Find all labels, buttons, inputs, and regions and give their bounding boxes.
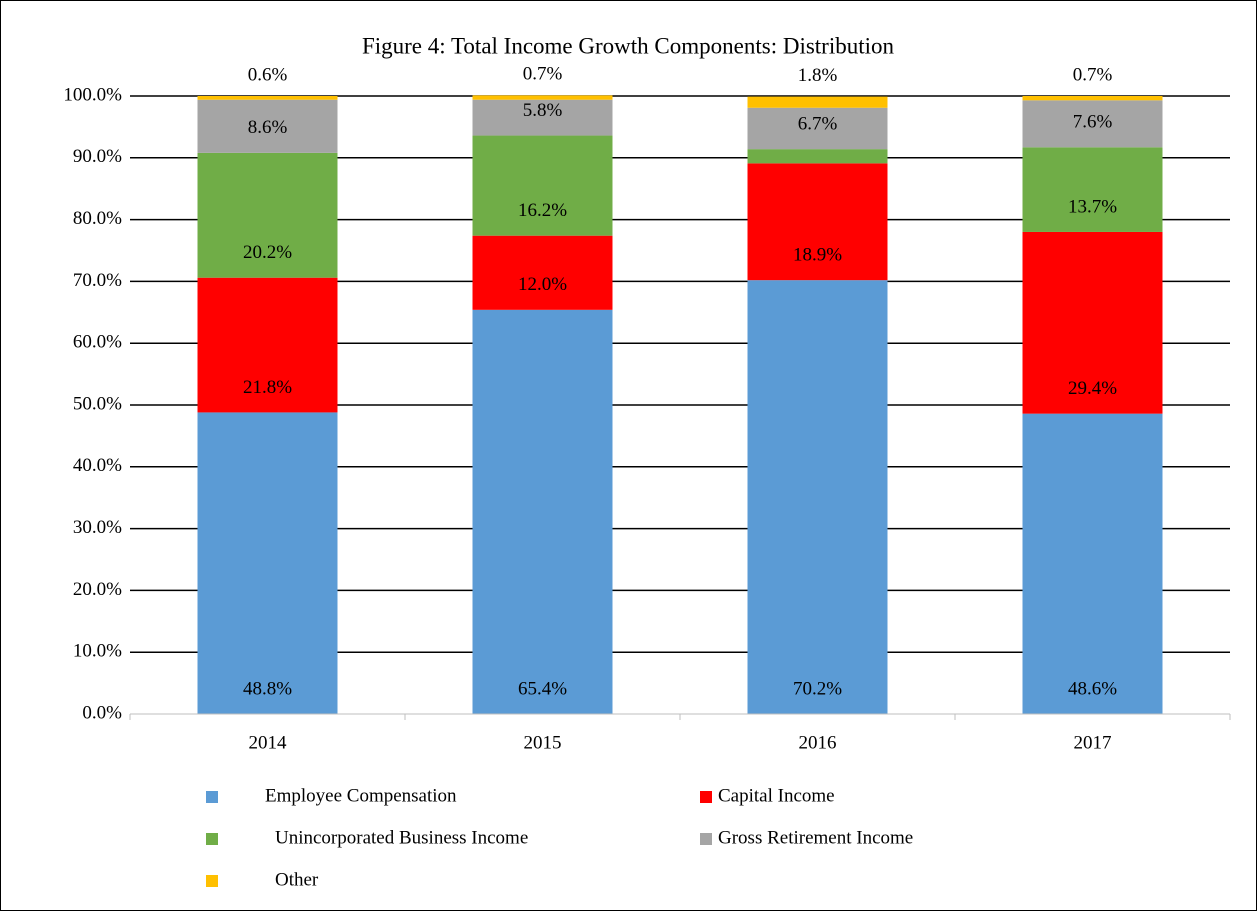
- bar-segment: [472, 135, 613, 236]
- bar-segment: [472, 309, 613, 714]
- bar-segment: [1022, 413, 1163, 714]
- value-label: 5.8%: [523, 100, 563, 121]
- value-label: 6.7%: [798, 114, 838, 135]
- bar-segment: [197, 277, 338, 413]
- value-label: 1.8%: [798, 65, 838, 86]
- value-label: 48.8%: [243, 678, 292, 699]
- value-label: 21.8%: [243, 377, 292, 398]
- legend-label: Unincorporated Business Income: [275, 827, 528, 848]
- legend-label: Employee Compensation: [265, 785, 457, 806]
- legend-swatch: [206, 791, 218, 803]
- x-tick-label: 2016: [799, 732, 837, 753]
- bar-segment: [197, 99, 338, 153]
- y-tick-label: 0.0%: [82, 702, 122, 723]
- y-tick-label: 80.0%: [73, 208, 122, 229]
- bar-segment: [197, 96, 338, 100]
- y-tick-label: 10.0%: [73, 641, 122, 662]
- bar-segment: [1022, 231, 1163, 414]
- y-tick-label: 20.0%: [73, 579, 122, 600]
- bar-segment: [472, 99, 613, 136]
- value-label: 7.6%: [1073, 112, 1113, 133]
- bar-segment: [1022, 100, 1163, 148]
- x-tick-label: 2015: [524, 732, 562, 753]
- legend-label: Other: [275, 869, 319, 890]
- y-tick-label: 30.0%: [73, 517, 122, 538]
- y-tick-label: 90.0%: [73, 146, 122, 167]
- x-tick-label: 2017: [1074, 732, 1112, 753]
- bar-segment: [472, 235, 613, 310]
- value-label: 0.7%: [523, 64, 563, 85]
- value-label: 29.4%: [1068, 378, 1117, 399]
- bar-segment: [472, 95, 613, 100]
- value-label: 0.6%: [248, 64, 288, 85]
- value-label: 8.6%: [248, 117, 288, 138]
- y-tick-label: 50.0%: [73, 393, 122, 414]
- chart-title: Figure 4: Total Income Growth Components…: [362, 33, 895, 58]
- value-label: 16.2%: [518, 200, 567, 221]
- value-label: 13.7%: [1068, 196, 1117, 217]
- bar-segment: [747, 96, 888, 108]
- value-label: 65.4%: [518, 678, 567, 699]
- legend-label: Capital Income: [718, 785, 835, 806]
- y-tick-label: 100.0%: [63, 84, 122, 105]
- value-label: 0.7%: [1073, 64, 1113, 85]
- bar-segment: [1022, 147, 1163, 232]
- value-label: 48.6%: [1068, 678, 1117, 699]
- value-label: 70.2%: [793, 678, 842, 699]
- bar-segment: [747, 163, 888, 281]
- y-tick-label: 40.0%: [73, 455, 122, 476]
- y-tick-label: 70.0%: [73, 270, 122, 291]
- legend-swatch: [700, 791, 712, 803]
- bar-segment: [197, 152, 338, 278]
- legend-label: Gross Retirement Income: [718, 827, 913, 848]
- y-tick-label: 60.0%: [73, 332, 122, 353]
- bar-segment: [1022, 96, 1163, 101]
- bar-segment: [747, 149, 888, 164]
- legend-swatch: [206, 833, 218, 845]
- x-tick-label: 2014: [249, 732, 288, 753]
- bar-segment: [747, 107, 888, 150]
- legend-swatch: [206, 875, 218, 887]
- value-label: 20.2%: [243, 242, 292, 263]
- value-label: 18.9%: [793, 245, 842, 266]
- bar-segment: [747, 280, 888, 714]
- legend-swatch: [700, 833, 712, 845]
- bar-segment: [197, 412, 338, 714]
- value-label: 12.0%: [518, 274, 567, 295]
